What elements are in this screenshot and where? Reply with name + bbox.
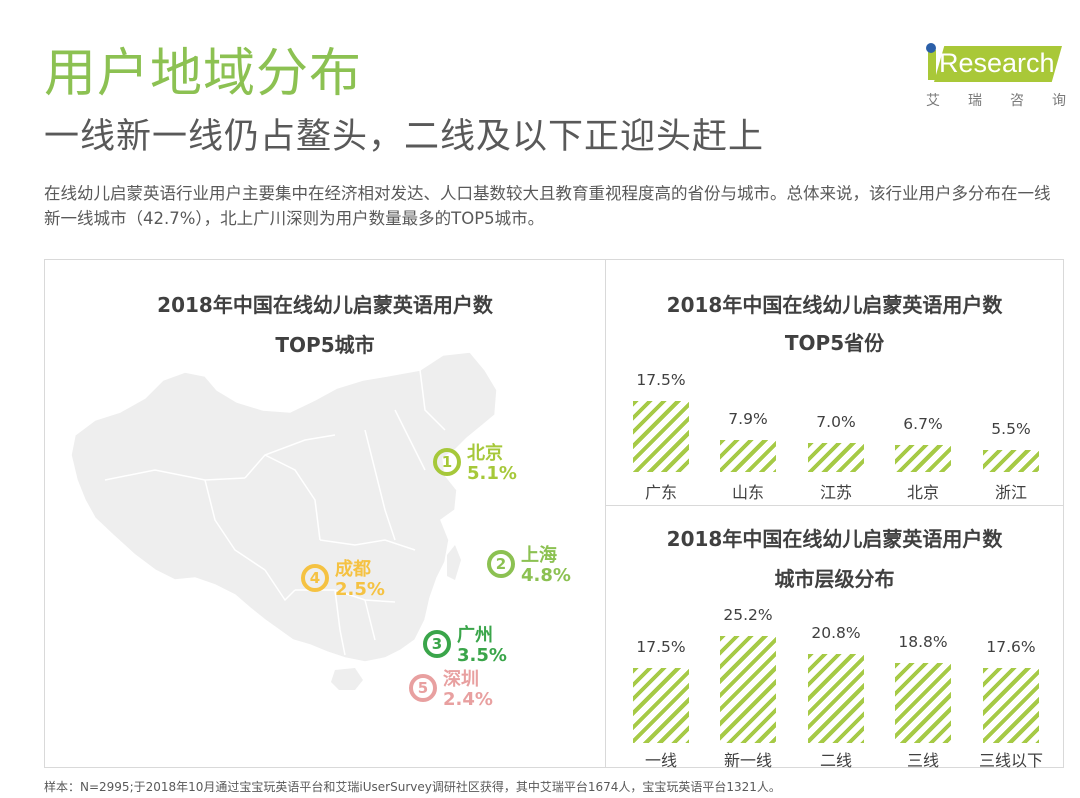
rank-badge: 4 xyxy=(301,564,329,592)
logo-char: 艾 xyxy=(926,93,940,109)
bar-beijing: 6.7% 北京 xyxy=(895,415,951,502)
bar-tier3: 18.8% 三线 xyxy=(895,633,951,770)
city-marker-shenzhen: 5 深圳 2.4% xyxy=(409,670,493,710)
page-subtitle: 一线新一线仍占鳌头，二线及以下正迎头赶上 xyxy=(44,117,765,157)
bar-fill xyxy=(983,668,1039,743)
bar-value: 7.0% xyxy=(816,413,856,431)
logo-chinese-name: 艾 瑞 咨 询 xyxy=(926,90,1066,110)
page-description: 在线幼儿启蒙英语行业用户主要集中在经济相对发达、人口基数较大且教育重视程度高的省… xyxy=(44,184,1051,228)
sample-footnote: 样本：N=2995;于2018年10月通过宝宝玩英语平台和艾瑞iUserSurv… xyxy=(44,780,781,794)
bar-label: 江苏 xyxy=(819,483,852,502)
city-value: 3.5% xyxy=(457,645,507,666)
city-value: 2.4% xyxy=(443,689,493,710)
bar-fill xyxy=(808,443,864,472)
bar-new-tier1: 25.2% 新一线 xyxy=(720,606,776,770)
rank-badge: 1 xyxy=(433,448,461,476)
china-map-icon xyxy=(70,351,498,690)
city-value: 2.5% xyxy=(335,579,385,600)
tier-bar-chart: 17.5% 一线 25.2% 新一线 20.8% 二线 18.8% 三线 17.… xyxy=(606,506,1063,770)
city-marker-guangzhou: 3 广州 3.5% xyxy=(423,626,507,666)
top5-cities-map-panel: 2018年中国在线幼儿启蒙英语用户数 TOP5城市 1 北京 5.1% 2 xyxy=(44,259,606,768)
bar-guangdong: 17.5% 广东 xyxy=(633,371,689,502)
bar-label: 山东 xyxy=(731,483,764,502)
bar-jiangsu: 7.0% 江苏 xyxy=(808,413,864,502)
map-chart-title-line1: 2018年中国在线幼儿启蒙英语用户数 xyxy=(157,293,493,317)
city-value: 5.1% xyxy=(467,463,517,484)
bar-fill xyxy=(720,440,776,472)
bar-label: 三线以下 xyxy=(978,751,1043,770)
city-name: 上海 xyxy=(521,545,557,566)
bar-label: 北京 xyxy=(906,483,939,502)
bar-value: 25.2% xyxy=(723,606,773,624)
city-marker-shanghai: 2 上海 4.8% xyxy=(487,546,571,586)
city-name: 广州 xyxy=(457,625,493,646)
logo-dot-icon xyxy=(926,43,936,53)
bar-fill xyxy=(895,663,951,743)
rank-badge: 5 xyxy=(409,674,437,702)
bar-value: 5.5% xyxy=(991,420,1031,438)
bar-label: 广东 xyxy=(644,483,677,502)
bar-fill xyxy=(720,636,776,743)
province-bar-chart: 17.5% 广东 7.9% 山东 7.0% 江苏 6.7% 北京 5.5% 浙江 xyxy=(606,260,1063,508)
bar-value: 7.9% xyxy=(728,410,768,428)
city-tier-chart-panel: 2018年中国在线幼儿启蒙英语用户数 城市层级分布 17.5% 一线 25.2%… xyxy=(606,505,1064,770)
bar-value: 17.6% xyxy=(986,638,1036,656)
bar-fill xyxy=(895,445,951,472)
bar-value: 6.7% xyxy=(903,415,943,433)
bar-value: 20.8% xyxy=(811,624,861,642)
bar-zhejiang: 5.5% 浙江 xyxy=(983,420,1039,502)
tier-chart-title-line1: 2018年中国在线幼儿启蒙英语用户数 xyxy=(666,527,1003,551)
bar-below-tier3: 17.6% 三线以下 xyxy=(979,638,1043,770)
bar-fill xyxy=(633,401,689,472)
province-chart-title-line2: TOP5省份 xyxy=(784,331,885,355)
bar-fill xyxy=(808,654,864,743)
rank-badge: 3 xyxy=(423,630,451,658)
bar-shandong: 7.9% 山东 xyxy=(720,410,776,502)
logo-i-stem xyxy=(928,50,936,80)
top5-provinces-chart-panel: 2018年中国在线幼儿启蒙英语用户数 TOP5省份 17.5% 广东 7.9% … xyxy=(606,259,1064,507)
logo-char: 咨 xyxy=(1010,93,1024,109)
tier-chart-title-line2: 城市层级分布 xyxy=(774,567,895,591)
page-title: 用户地域分布 xyxy=(44,44,363,104)
bar-label: 二线 xyxy=(819,751,852,770)
city-name: 成都 xyxy=(335,559,371,580)
iresearch-logo: Research 艾 瑞 咨 询 xyxy=(920,38,1070,110)
province-chart-title-line1: 2018年中国在线幼儿启蒙英语用户数 xyxy=(666,293,1003,317)
bar-value: 18.8% xyxy=(898,633,948,651)
city-marker-chengdu: 4 成都 2.5% xyxy=(301,560,385,600)
city-name: 北京 xyxy=(467,443,503,464)
bar-fill xyxy=(633,668,689,743)
map-chart-title-line2: TOP5城市 xyxy=(275,333,375,357)
bar-label: 三线 xyxy=(906,751,939,770)
bar-label: 新一线 xyxy=(723,751,772,770)
bar-label: 一线 xyxy=(644,751,677,770)
bar-tier2: 20.8% 二线 xyxy=(808,624,864,770)
rank-badge: 2 xyxy=(487,550,515,578)
city-value: 4.8% xyxy=(521,565,571,586)
logo-brand-text: Research xyxy=(939,48,1055,78)
bar-label: 浙江 xyxy=(994,483,1027,502)
bar-value: 17.5% xyxy=(636,371,686,389)
bar-fill xyxy=(983,450,1039,472)
city-name: 深圳 xyxy=(443,669,479,690)
city-marker-beijing: 1 北京 5.1% xyxy=(433,444,517,484)
logo-char: 询 xyxy=(1052,93,1066,109)
logo-background xyxy=(934,46,1062,82)
logo-char: 瑞 xyxy=(968,93,982,109)
bar-value: 17.5% xyxy=(636,638,686,656)
bar-tier1: 17.5% 一线 xyxy=(633,638,689,770)
